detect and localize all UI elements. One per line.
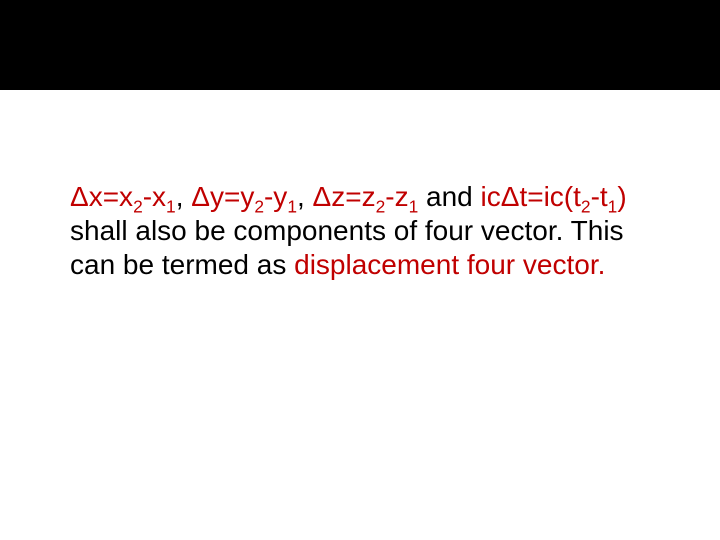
body-paragraph: Δx=x2-x1, Δy=y2-y1, Δz=z2-z1 and icΔt=ic… xyxy=(70,180,660,282)
dy-mid: -y xyxy=(264,181,287,212)
content-area: Δx=x2-x1, Δy=y2-y1, Δz=z2-z1 and icΔt=ic… xyxy=(0,90,720,540)
ict-mid: -t xyxy=(591,181,608,212)
delta-x-expr: Δx=x2-x1 xyxy=(70,181,176,212)
dy-pre: Δy=y xyxy=(191,181,254,212)
ict-pre: icΔt=ic(t xyxy=(481,181,581,212)
ict-post: ) xyxy=(617,181,626,212)
sep1: , xyxy=(176,181,192,212)
dx-mid: -x xyxy=(143,181,166,212)
ict-sub2: 1 xyxy=(608,197,618,217)
dy-sub1: 2 xyxy=(254,197,264,217)
header-bar xyxy=(0,0,720,90)
dx-sub1: 2 xyxy=(133,197,143,217)
and-text: and xyxy=(418,181,480,212)
dx-sub2: 1 xyxy=(166,197,176,217)
dz-mid: -z xyxy=(385,181,408,212)
delta-y-expr: Δy=y2-y1 xyxy=(191,181,297,212)
dz-pre: Δz=z xyxy=(313,181,376,212)
dz-sub1: 2 xyxy=(376,197,386,217)
displacement-four-vector: displacement four vector. xyxy=(294,249,605,280)
dy-sub2: 1 xyxy=(287,197,297,217)
slide: Δx=x2-x1, Δy=y2-y1, Δz=z2-z1 and icΔt=ic… xyxy=(0,0,720,540)
sep2: , xyxy=(297,181,313,212)
delta-z-expr: Δz=z2-z1 xyxy=(313,181,419,212)
ict-sub1: 2 xyxy=(581,197,591,217)
dz-sub2: 1 xyxy=(409,197,419,217)
ict-expr: icΔt=ic(t2-t1) xyxy=(481,181,627,212)
dx-pre: Δx=x xyxy=(70,181,133,212)
